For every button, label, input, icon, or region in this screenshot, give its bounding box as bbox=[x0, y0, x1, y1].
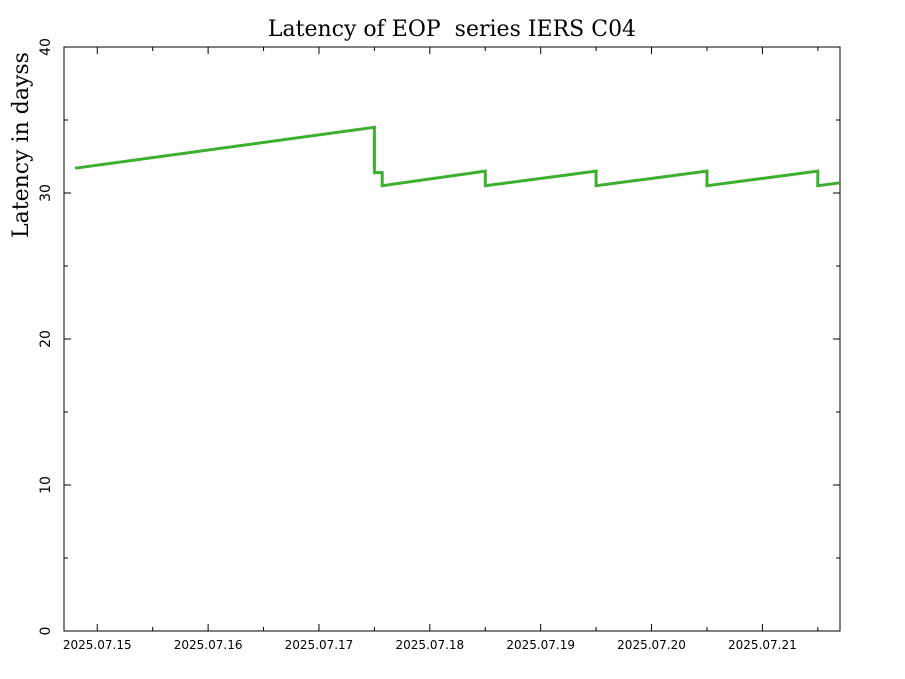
plot-frame bbox=[63, 46, 841, 632]
x-tick-label: 2025.07.16 bbox=[174, 638, 243, 652]
y-axis-label: Latency in dayss bbox=[9, 52, 34, 238]
series-line bbox=[74, 125, 841, 188]
y-tick-label: 40 bbox=[38, 38, 54, 56]
axis-ticks: 0 10 20 30 40 2025.07.15 2025.07.16 2025.07.17 2… bbox=[38, 38, 840, 652]
y-tick-label: 0 bbox=[38, 627, 54, 636]
x-tick-label: 2025.07.19 bbox=[506, 638, 575, 652]
y-tick-label: 10 bbox=[38, 476, 54, 494]
x-tick-label: 2025.07.17 bbox=[285, 638, 354, 652]
y-tick-label: 30 bbox=[38, 184, 54, 202]
series-group bbox=[74, 125, 841, 188]
x-tick-label: 2025.07.18 bbox=[395, 638, 464, 652]
x-tick-label: 2025.07.21 bbox=[728, 638, 797, 652]
x-tick-label: 2025.07.20 bbox=[617, 638, 686, 652]
y-tick-label: 20 bbox=[38, 330, 54, 348]
x-tick-label: 2025.07.15 bbox=[63, 638, 132, 652]
chart-title: Latency of EOP series IERS C04 bbox=[268, 17, 636, 42]
